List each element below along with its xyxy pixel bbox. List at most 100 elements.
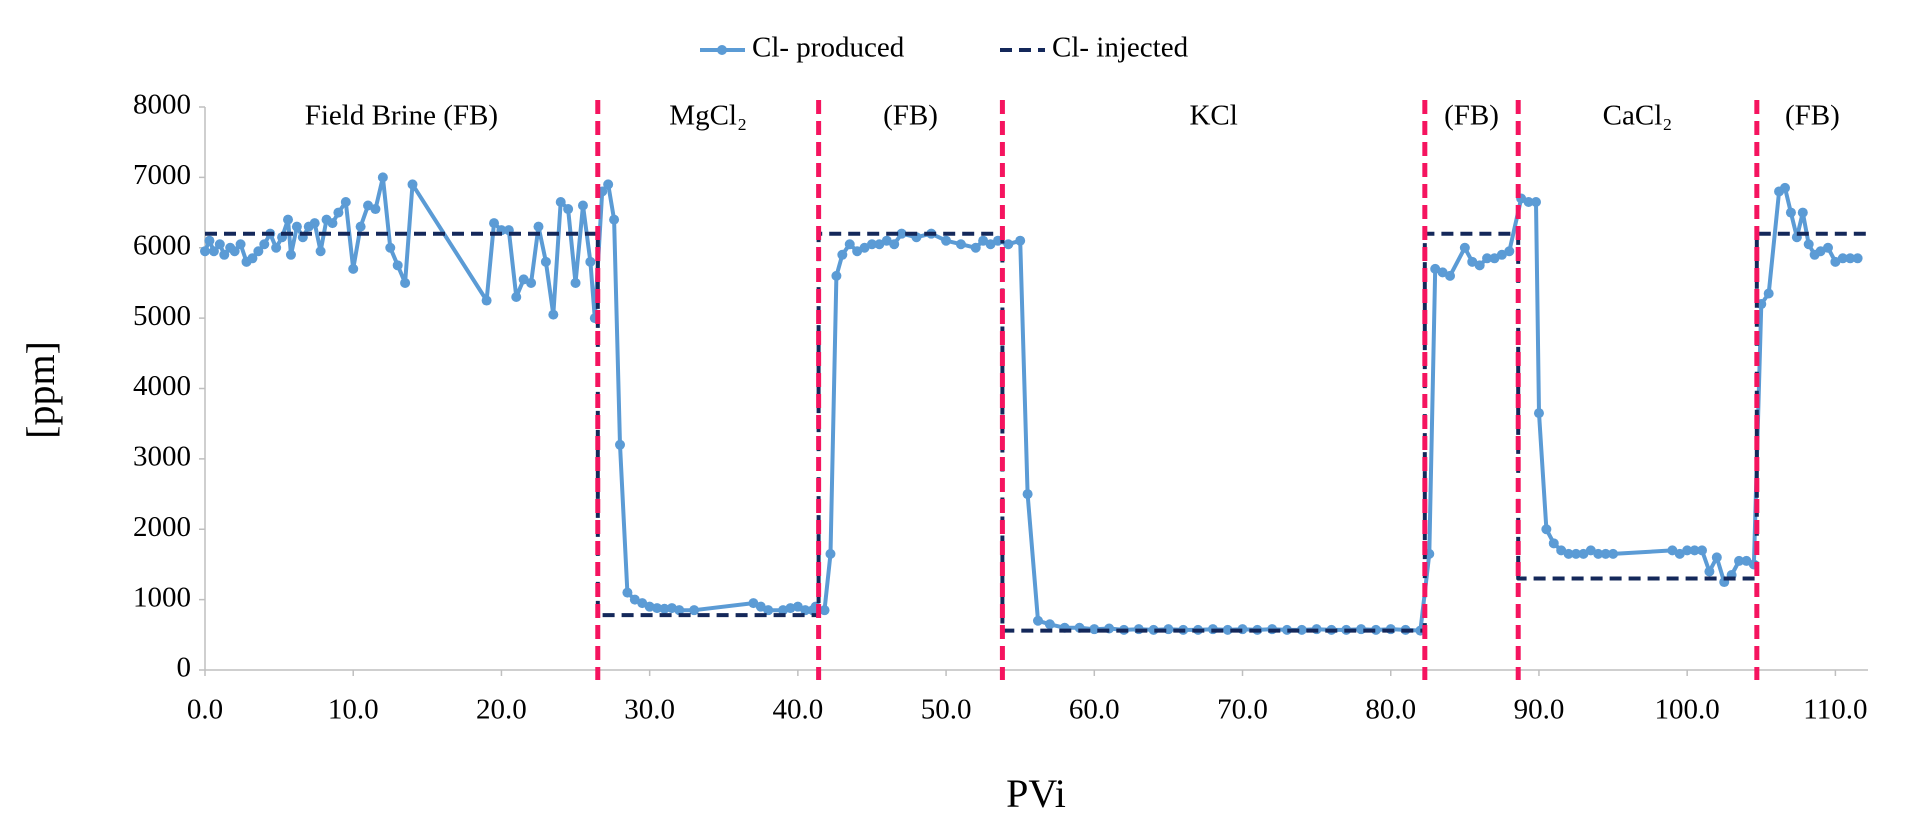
data-point <box>837 249 848 260</box>
data-point <box>253 246 264 257</box>
data-point <box>526 277 537 288</box>
data-point <box>370 204 381 215</box>
data-point <box>1556 545 1567 556</box>
data-point <box>896 228 907 239</box>
data-point <box>748 598 759 609</box>
data-point <box>1089 624 1100 635</box>
data-point <box>1474 260 1485 271</box>
data-point <box>1845 253 1856 264</box>
data-point <box>1578 548 1589 559</box>
region-label: CaCl₂ <box>1603 100 1673 132</box>
x-tick-label: 50.0 <box>921 694 972 726</box>
data-point <box>1815 246 1826 257</box>
x-tick-label: 100.0 <box>1655 694 1720 726</box>
data-point <box>291 221 302 232</box>
data-point <box>363 200 374 211</box>
data-point <box>1222 624 1233 635</box>
data-point <box>941 235 952 246</box>
region-label: MgCl₂ <box>669 100 747 132</box>
data-point <box>1734 555 1745 566</box>
data-point <box>1044 619 1055 630</box>
data-point <box>327 218 338 229</box>
data-point <box>1296 624 1307 635</box>
data-point <box>563 204 574 215</box>
data-point <box>1674 548 1685 559</box>
data-point <box>533 221 544 232</box>
x-tick-label: 40.0 <box>772 694 823 726</box>
data-point <box>819 605 830 616</box>
data-point <box>1741 555 1752 566</box>
legend-label: Cl- injected <box>1052 32 1189 64</box>
y-tick-label: 1000 <box>133 581 191 613</box>
data-point <box>1696 545 1707 556</box>
data-point <box>800 605 811 616</box>
data-point <box>674 605 685 616</box>
data-point <box>874 239 885 250</box>
x-tick-label: 30.0 <box>624 694 675 726</box>
region-label: KCl <box>1189 100 1237 132</box>
data-point <box>204 235 215 246</box>
data-point <box>866 239 877 250</box>
data-point <box>555 197 566 208</box>
series-line <box>203 175 1858 633</box>
data-point <box>333 207 344 218</box>
data-point <box>1830 256 1841 267</box>
data-point <box>978 235 989 246</box>
data-point <box>1548 538 1559 549</box>
y-tick-label: 8000 <box>133 89 191 121</box>
data-point <box>629 594 640 605</box>
data-point <box>763 605 774 616</box>
data-point <box>1445 270 1456 281</box>
region-label: (FB) <box>883 100 938 132</box>
data-point <box>392 260 403 271</box>
x-tick-label: 0.0 <box>187 694 223 726</box>
data-point <box>859 242 870 253</box>
data-point <box>622 587 633 598</box>
data-point <box>1593 548 1604 559</box>
data-point <box>285 249 296 260</box>
data-point <box>1504 246 1515 257</box>
region-label: (FB) <box>1785 100 1840 132</box>
data-point <box>1763 288 1774 299</box>
data-point <box>214 239 225 250</box>
y-tick-label: 2000 <box>133 511 191 543</box>
data-point <box>540 256 551 267</box>
data-point <box>208 246 219 257</box>
data-point <box>309 218 320 229</box>
y-tick-label: 4000 <box>133 370 191 402</box>
region-label: (FB) <box>1444 100 1499 132</box>
data-point <box>518 274 529 285</box>
data-point <box>1459 242 1470 253</box>
data-point <box>585 256 596 267</box>
data-point <box>970 242 981 253</box>
data-point <box>271 242 282 253</box>
data-point <box>652 603 663 614</box>
data-point <box>603 179 614 190</box>
data-point <box>1022 489 1033 500</box>
data-point <box>229 246 240 257</box>
data-point <box>792 601 803 612</box>
data-point <box>785 603 796 614</box>
data-point <box>259 239 270 250</box>
data-point <box>355 221 366 232</box>
data-point <box>1779 182 1790 193</box>
y-tick-label: 0 <box>177 652 192 684</box>
data-point <box>1682 545 1693 556</box>
y-tick-label: 5000 <box>133 300 191 332</box>
data-point <box>200 246 210 257</box>
data-point <box>881 235 892 246</box>
data-point <box>955 239 966 250</box>
data-point <box>1523 197 1534 208</box>
y-tick-label: 3000 <box>133 441 191 473</box>
data-point <box>1585 545 1596 556</box>
y-tick-label: 6000 <box>133 229 191 261</box>
data-point <box>1003 239 1014 250</box>
data-point <box>1530 197 1541 208</box>
data-point <box>235 239 246 250</box>
data-point <box>577 200 588 211</box>
data-point <box>1482 253 1493 264</box>
data-point <box>825 548 836 559</box>
data-point <box>1430 263 1441 274</box>
data-point <box>659 603 670 614</box>
